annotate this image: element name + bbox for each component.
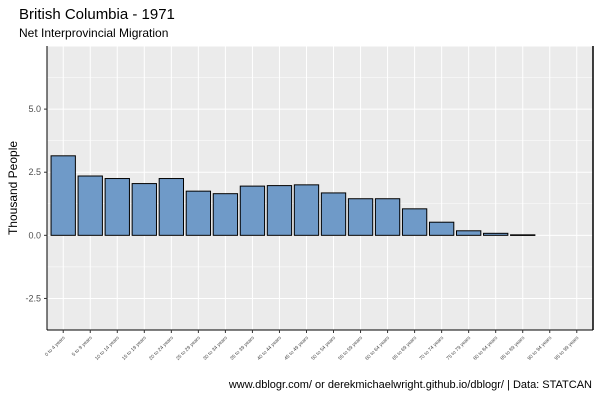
x-tick-label: 15 to 19 years: [121, 335, 148, 362]
x-tick-label: 90 to 94 years: [527, 335, 554, 362]
y-tick-label: -2.5: [25, 293, 41, 303]
bar: [77, 175, 103, 236]
bar: [239, 185, 266, 236]
chart-subtitle: Net Interprovincial Migration: [19, 26, 169, 40]
x-tick-label: 95 to 99 years: [554, 335, 581, 362]
x-tick-label: 0 to 4 years: [44, 335, 67, 358]
y-tick-label: 5.0: [28, 104, 41, 114]
bars: [50, 155, 536, 236]
bar: [104, 178, 130, 236]
bar: [510, 234, 536, 236]
x-tick-label: 55 to 59 years: [337, 335, 364, 362]
bar: [347, 198, 374, 236]
bar: [320, 192, 347, 236]
x-tick-label: 35 to 39 years: [229, 335, 256, 362]
bar: [131, 183, 157, 236]
y-axis-label: Thousand People: [6, 141, 20, 235]
bar: [266, 185, 293, 236]
x-tick-label: 65 to 69 years: [391, 335, 418, 362]
bar: [293, 184, 320, 236]
x-tick-label: 20 to 24 years: [148, 335, 175, 362]
x-tick-label: 80 to 84 years: [472, 335, 499, 362]
bar: [158, 178, 184, 236]
x-tick-label: 75 to 79 years: [445, 335, 472, 362]
x-tick-label: 85 to 89 years: [499, 335, 526, 362]
bar: [50, 155, 76, 236]
bar: [212, 193, 239, 236]
x-tick-label: 60 to 64 years: [364, 335, 391, 362]
x-tick-label: 70 to 74 years: [418, 335, 445, 362]
bar: [456, 230, 482, 236]
x-tick-label: 25 to 29 years: [175, 335, 202, 362]
bar: [401, 208, 428, 236]
y-tick-label: 0.0: [28, 230, 41, 240]
chart-caption: www.dblogr.com/ or derekmichaelwright.gi…: [228, 379, 592, 391]
bar: [374, 198, 401, 236]
chart-title: British Columbia - 1971: [19, 6, 175, 23]
x-tick-label: 45 to 49 years: [283, 335, 310, 362]
x-tick-label: 40 to 44 years: [256, 335, 283, 362]
x-tick-label: 5 to 9 years: [71, 335, 94, 358]
x-tick-label: 10 to 14 years: [94, 335, 121, 362]
bar: [483, 232, 509, 236]
bar: [185, 190, 212, 236]
x-tick-label: 30 to 34 years: [202, 335, 229, 362]
x-tick-label: 50 to 54 years: [310, 335, 337, 362]
y-tick-label: 2.5: [28, 167, 41, 177]
bar: [428, 221, 455, 236]
